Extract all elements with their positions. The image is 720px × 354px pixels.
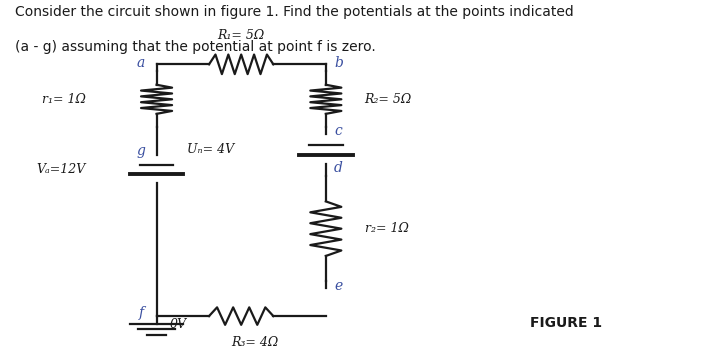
- Text: g: g: [137, 144, 145, 158]
- Text: 0V: 0V: [169, 318, 186, 331]
- Text: f: f: [138, 306, 143, 320]
- Text: FIGURE 1: FIGURE 1: [530, 316, 602, 330]
- Text: R₁= 5Ω: R₁= 5Ω: [217, 29, 265, 42]
- Text: d: d: [334, 161, 343, 175]
- Text: b: b: [334, 56, 343, 70]
- Text: Vₐ=12V: Vₐ=12V: [37, 163, 86, 176]
- Text: r₁= 1Ω: r₁= 1Ω: [42, 93, 86, 106]
- Text: a: a: [137, 56, 145, 70]
- Text: e: e: [334, 279, 343, 293]
- Text: R₂= 5Ω: R₂= 5Ω: [364, 93, 412, 106]
- Text: r₂= 1Ω: r₂= 1Ω: [364, 222, 408, 235]
- Text: c: c: [335, 124, 343, 138]
- Text: Uₙ= 4V: Uₙ= 4V: [187, 143, 234, 156]
- Text: (a - g) assuming that the potential at point f is zero.: (a - g) assuming that the potential at p…: [16, 40, 377, 54]
- Text: R₃= 4Ω: R₃= 4Ω: [232, 336, 279, 349]
- Text: Consider the circuit shown in figure 1. Find the potentials at the points indica: Consider the circuit shown in figure 1. …: [16, 5, 575, 19]
